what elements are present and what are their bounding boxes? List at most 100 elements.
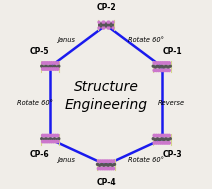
Circle shape [58, 138, 60, 140]
Circle shape [58, 65, 60, 67]
Circle shape [157, 69, 160, 72]
Circle shape [161, 138, 163, 140]
Circle shape [156, 138, 159, 140]
Circle shape [110, 26, 112, 28]
Circle shape [46, 134, 48, 137]
Circle shape [106, 167, 108, 170]
Circle shape [107, 27, 109, 29]
Circle shape [152, 65, 154, 67]
Circle shape [103, 27, 105, 29]
Circle shape [104, 167, 106, 170]
Circle shape [52, 140, 55, 143]
Circle shape [54, 140, 57, 143]
Circle shape [105, 26, 107, 28]
Circle shape [54, 62, 57, 64]
Circle shape [167, 66, 169, 68]
Circle shape [99, 23, 100, 25]
Circle shape [110, 160, 113, 162]
Circle shape [56, 140, 59, 143]
Circle shape [108, 167, 110, 170]
Circle shape [46, 62, 48, 64]
Circle shape [104, 25, 105, 27]
Circle shape [43, 66, 45, 68]
Text: Reverse: Reverse [158, 100, 185, 106]
Circle shape [51, 66, 53, 68]
Circle shape [153, 62, 156, 64]
Circle shape [99, 25, 100, 27]
Circle shape [100, 26, 102, 28]
Circle shape [52, 62, 55, 64]
Circle shape [99, 160, 102, 162]
Circle shape [166, 69, 168, 72]
Circle shape [163, 66, 165, 68]
Text: CP-4: CP-4 [96, 178, 116, 187]
Circle shape [112, 27, 114, 29]
Circle shape [51, 139, 53, 141]
Circle shape [48, 134, 50, 137]
Text: Rotate 60°: Rotate 60° [128, 37, 164, 43]
Text: Engineering: Engineering [64, 98, 148, 112]
Circle shape [154, 139, 156, 141]
Circle shape [155, 62, 158, 64]
Circle shape [154, 66, 156, 68]
Circle shape [168, 62, 170, 64]
Circle shape [110, 167, 113, 170]
Circle shape [112, 167, 115, 170]
Circle shape [159, 69, 162, 72]
Circle shape [166, 62, 168, 64]
Circle shape [108, 27, 110, 29]
Circle shape [112, 21, 114, 23]
Circle shape [53, 65, 56, 67]
Circle shape [50, 134, 53, 137]
Circle shape [159, 139, 161, 141]
Circle shape [162, 62, 164, 64]
Circle shape [44, 140, 46, 143]
Circle shape [165, 65, 167, 67]
Circle shape [48, 68, 50, 70]
Text: Rotate 60°: Rotate 60° [17, 100, 53, 106]
Circle shape [152, 138, 154, 140]
Circle shape [41, 138, 43, 140]
Circle shape [54, 134, 57, 137]
Circle shape [157, 134, 160, 137]
Circle shape [103, 164, 105, 166]
Circle shape [162, 142, 164, 144]
Circle shape [153, 69, 156, 72]
Circle shape [107, 23, 108, 25]
Circle shape [50, 140, 53, 143]
Circle shape [50, 68, 53, 70]
Text: Janus: Janus [57, 157, 75, 163]
Circle shape [107, 164, 109, 166]
Circle shape [168, 142, 170, 144]
Text: CP-2: CP-2 [96, 3, 116, 12]
Circle shape [107, 21, 109, 23]
Circle shape [101, 163, 103, 165]
Circle shape [52, 134, 55, 137]
Circle shape [157, 62, 160, 64]
Circle shape [53, 138, 56, 140]
Circle shape [56, 139, 58, 141]
Circle shape [97, 160, 100, 162]
Circle shape [56, 134, 59, 137]
Circle shape [42, 140, 44, 143]
Circle shape [168, 69, 170, 72]
Circle shape [155, 69, 158, 72]
Circle shape [44, 62, 46, 64]
Circle shape [159, 66, 161, 68]
Text: Structure: Structure [74, 80, 138, 94]
Circle shape [169, 138, 171, 140]
Text: CP-6: CP-6 [30, 150, 49, 159]
Circle shape [102, 25, 103, 27]
Circle shape [106, 160, 108, 162]
Circle shape [43, 139, 45, 141]
Circle shape [105, 163, 107, 165]
Circle shape [104, 160, 106, 162]
Text: CP-3: CP-3 [163, 150, 182, 159]
Circle shape [164, 142, 166, 144]
Circle shape [162, 69, 164, 72]
Circle shape [104, 23, 105, 25]
Circle shape [49, 65, 51, 67]
Circle shape [102, 167, 104, 170]
Circle shape [56, 62, 59, 64]
Circle shape [96, 163, 99, 165]
